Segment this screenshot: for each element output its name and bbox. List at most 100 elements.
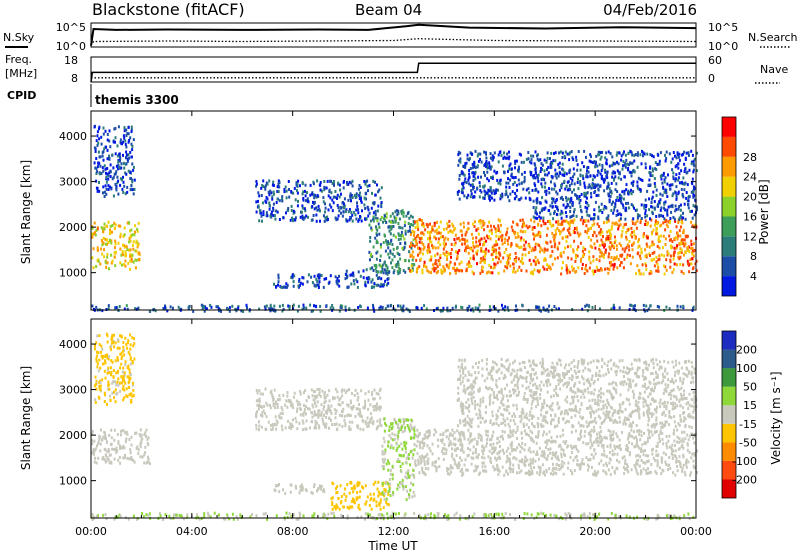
power-cell-6 [506,264,509,268]
velocity-cell-2 [282,393,285,397]
power-cell-6 [534,262,537,266]
velocity-cell-4 [345,495,348,499]
power-cell-8 [620,213,623,217]
velocity-cell-6 [523,459,526,463]
power-cell-5 [400,234,403,237]
power-cell-0 [101,227,104,231]
velocity-cell-6 [484,465,487,469]
velocity-cell-2 [334,387,337,391]
power-cell-6 [473,220,476,224]
velocity-cell-2 [364,421,367,425]
power-cell-2 [357,219,360,223]
velocity-cell-2 [367,407,370,411]
power-cell-7 [466,153,469,157]
power-cell-1 [124,171,127,175]
power-cell-9 [378,307,381,311]
power-cell-5 [368,223,371,227]
velocity-cell-0 [110,428,113,432]
power-cell-1 [131,144,134,148]
velocity-cell-2 [328,416,331,420]
power-cell-6 [429,236,432,240]
power-cell-9 [423,304,426,308]
power-cell-8 [672,171,675,175]
velocity-cell-1 [94,347,96,351]
power-cell-5 [375,265,378,269]
power-cell-5 [372,245,375,249]
power-cell-4 [336,282,339,286]
power-cell-8 [568,169,571,173]
power-cell-6 [497,218,500,222]
power-cell-6 [481,266,484,269]
velocity-cell-4 [357,503,360,507]
power-cell-8 [659,198,662,202]
velocity-cell-1 [103,391,106,395]
power-cell-6 [516,223,519,227]
power-cell-5 [376,233,378,237]
power-cell-9 [501,303,503,307]
velocity-cell-4 [335,503,338,507]
power-cell-5 [391,258,394,262]
power-cell-6 [565,219,568,223]
power-cell-0 [126,248,129,252]
power-cell-9 [107,304,110,308]
velocity-cell-5 [408,496,411,500]
velocity-cell-5 [413,427,416,431]
power-cell-2 [349,192,352,196]
power-cell-6 [436,252,439,256]
power-cell-8 [583,194,586,198]
power-cell-6 [575,228,578,232]
power-cell-8 [640,217,643,220]
velocity-cell-2 [347,413,350,417]
velocity-cell-2 [379,396,382,400]
velocity-cell-6 [679,461,682,465]
power-cell-6 [415,258,418,262]
velocity-cell-0 [147,436,150,440]
velocity-cell-5 [400,481,402,485]
power-cell-8 [651,174,654,178]
power-cell-1 [119,177,122,181]
power-cell-7 [505,189,508,193]
power-cell-8 [538,215,541,219]
power-cell-7 [518,182,521,186]
power-cell-6 [527,251,530,255]
power-cell-8 [594,200,597,204]
power-cell-6 [431,225,434,229]
velocity-cell-5 [388,433,391,437]
power-cell-2 [354,213,357,217]
power-cell-2 [260,186,263,190]
velocity-cell-2 [359,414,361,417]
power-cell-6 [520,269,523,272]
power-cell-8 [686,183,689,187]
velocity-cell-6 [596,432,598,436]
power-cell-8 [584,186,587,190]
power-cell-6 [485,239,488,243]
velocity-cell-4 [352,499,354,503]
velocity-cell-6 [609,443,612,447]
power-cell-8 [656,204,659,208]
velocity-cell-2 [338,423,341,427]
power-cell-2 [320,189,323,193]
velocity-cell-2 [287,419,289,423]
power-cell-6 [676,244,678,248]
power-cell-6 [489,271,492,275]
velocity-cell-1 [129,333,132,337]
power-cell-7 [496,170,499,174]
velocity-cell-0 [147,457,150,461]
power-cell-4 [385,271,388,275]
power-cell-8 [562,198,564,201]
velocity-cell-5 [400,425,403,429]
power-cell-0 [111,224,114,227]
power-cell-6 [423,263,426,266]
velocity-cell-2 [349,427,352,431]
power-cell-5 [408,216,411,220]
freq-right-tick-top: 60 [708,54,722,67]
velocity-cell-6 [532,457,535,461]
power-cell-5 [389,232,392,236]
power-cell-6 [564,235,567,239]
velocity-cell-0 [133,460,136,464]
velocity-cell-2 [343,414,346,418]
power-cell-1 [129,136,132,140]
velocity-cell-0 [98,438,101,442]
power-cell-2 [324,202,326,206]
power-cell-4 [336,277,339,280]
